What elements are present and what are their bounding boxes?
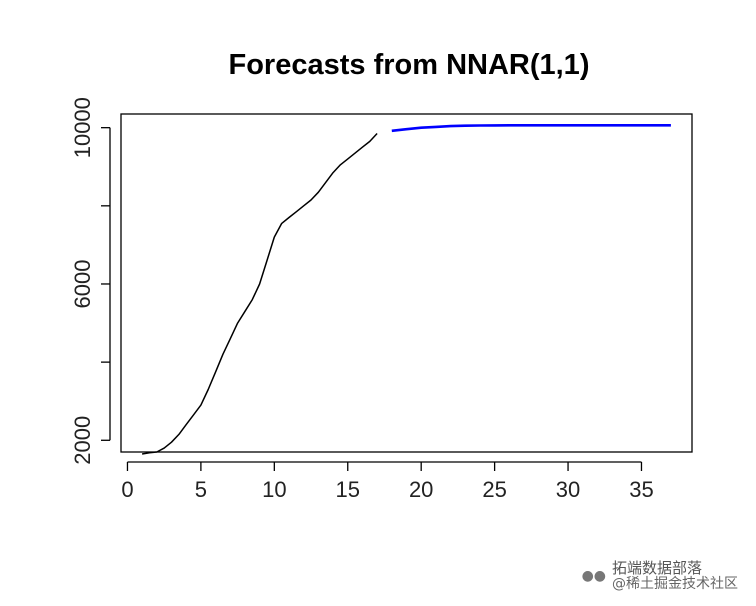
y-tick-label: 10000 [70, 97, 95, 158]
y-tick-label: 6000 [70, 260, 95, 309]
x-tick-label: 20 [409, 477, 433, 502]
x-axis: 0 5 10 15 20 25 30 35 [121, 461, 654, 502]
chart-title: Forecasts from NNAR(1,1) [229, 49, 590, 81]
x-tick-label: 0 [121, 477, 133, 502]
watermark-line1: 拓端数据部落 [612, 559, 703, 577]
x-tick-label: 30 [556, 477, 580, 502]
x-tick-label: 15 [336, 477, 360, 502]
plot-frame [120, 113, 693, 453]
x-tick-label: 25 [482, 477, 506, 502]
x-tick-label: 10 [262, 477, 286, 502]
series-line-observed [141, 132, 378, 455]
x-tick-label: 35 [629, 477, 653, 502]
series-layer [141, 124, 671, 455]
x-tick-label: 5 [195, 477, 207, 502]
watermark: ●● 拓端数据部落 @稀土掘金技术社区 [582, 560, 738, 592]
y-tick-label: 2000 [70, 416, 95, 465]
watermark-line2: @稀土掘金技术社区 [612, 576, 738, 592]
y-axis: 2000 6000 10000 [70, 97, 111, 465]
series-line-forecast [391, 124, 671, 133]
wechat-icon: ●● [581, 568, 606, 584]
